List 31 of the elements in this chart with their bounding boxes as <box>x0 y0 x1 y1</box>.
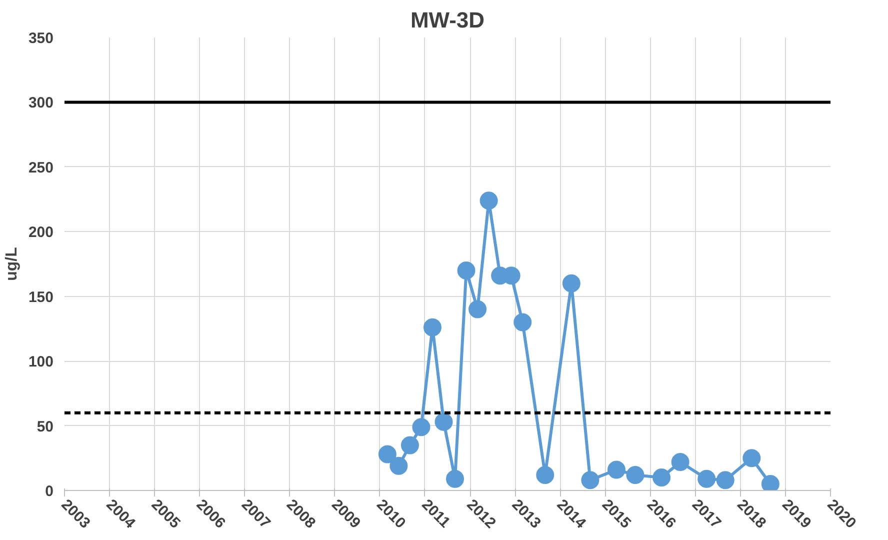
point <box>390 456 408 475</box>
point <box>480 192 498 210</box>
y-tick-label: 200 <box>28 224 54 242</box>
point <box>562 274 580 292</box>
y-tick-label: 350 <box>28 30 54 47</box>
y-tick-label: 300 <box>28 94 54 112</box>
point <box>446 470 464 488</box>
point <box>742 449 761 468</box>
y-tick-label: 0 <box>45 483 54 500</box>
point <box>514 313 532 332</box>
point <box>378 445 396 464</box>
y-tick-label: 100 <box>28 354 54 371</box>
point <box>626 466 644 484</box>
y-tick-label: 150 <box>28 288 54 306</box>
point <box>607 460 626 479</box>
point <box>536 466 554 484</box>
point <box>698 470 716 488</box>
point <box>400 436 419 454</box>
point <box>671 453 690 472</box>
point <box>652 468 671 487</box>
point <box>423 318 442 336</box>
point <box>412 418 430 436</box>
chart-title: MW-3D <box>410 8 485 32</box>
y-tick-label: 250 <box>28 159 54 176</box>
point <box>716 471 734 490</box>
y-axis-title: ug/L <box>3 246 20 281</box>
y-tick-label: 50 <box>36 418 54 436</box>
point <box>434 412 453 431</box>
point <box>468 300 487 318</box>
point <box>581 471 600 490</box>
point <box>457 261 476 280</box>
